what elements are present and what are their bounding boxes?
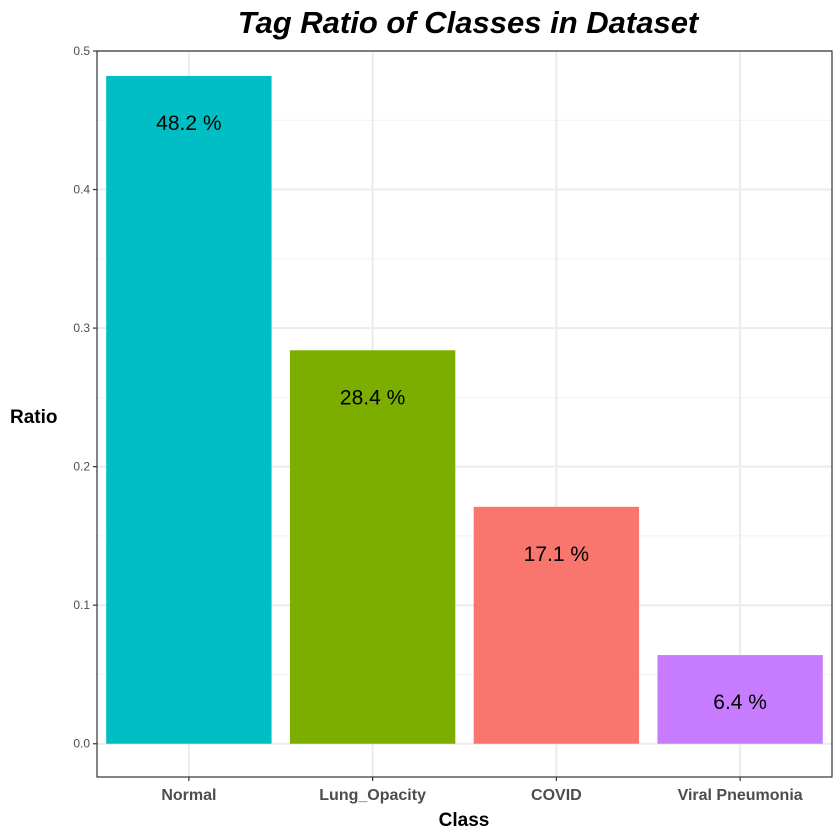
x-tick-label: COVID <box>531 787 582 804</box>
bar <box>289 350 456 744</box>
y-tick-label: 0.5 <box>73 44 90 58</box>
x-tick-label: Lung_Opacity <box>319 787 426 804</box>
y-tick-label: 0.2 <box>73 460 90 474</box>
data-label: 28.4 % <box>340 386 405 409</box>
bar <box>106 75 272 744</box>
y-tick-label: 0.1 <box>73 598 90 612</box>
x-axis-title: Class <box>439 810 490 831</box>
x-tick-label: Viral Pneumonia <box>678 787 803 804</box>
x-axis: Normal Lung_Opacity COVID Viral Pneumonia <box>161 777 803 804</box>
data-label: 6.4 % <box>713 691 767 714</box>
y-tick-label: 0.3 <box>73 321 90 335</box>
y-tick-label: 0.4 <box>73 183 90 197</box>
plot-panel-border <box>96 50 833 778</box>
bars <box>106 75 823 744</box>
y-axis: 0.0 0.1 0.2 0.3 0.4 0.5 <box>73 44 97 751</box>
y-tick-label: 0.0 <box>73 737 90 751</box>
bar <box>473 506 640 744</box>
bar <box>657 655 823 744</box>
data-label: 48.2 % <box>156 112 221 135</box>
data-labels: 48.2 % 28.4 % 17.1 % 6.4 % <box>156 112 767 714</box>
data-label: 17.1 % <box>524 543 589 566</box>
x-tick-label: Normal <box>161 787 216 804</box>
chart-title: Tag Ratio of Classes in Dataset <box>238 5 700 40</box>
y-axis-title: Ratio <box>10 407 58 428</box>
